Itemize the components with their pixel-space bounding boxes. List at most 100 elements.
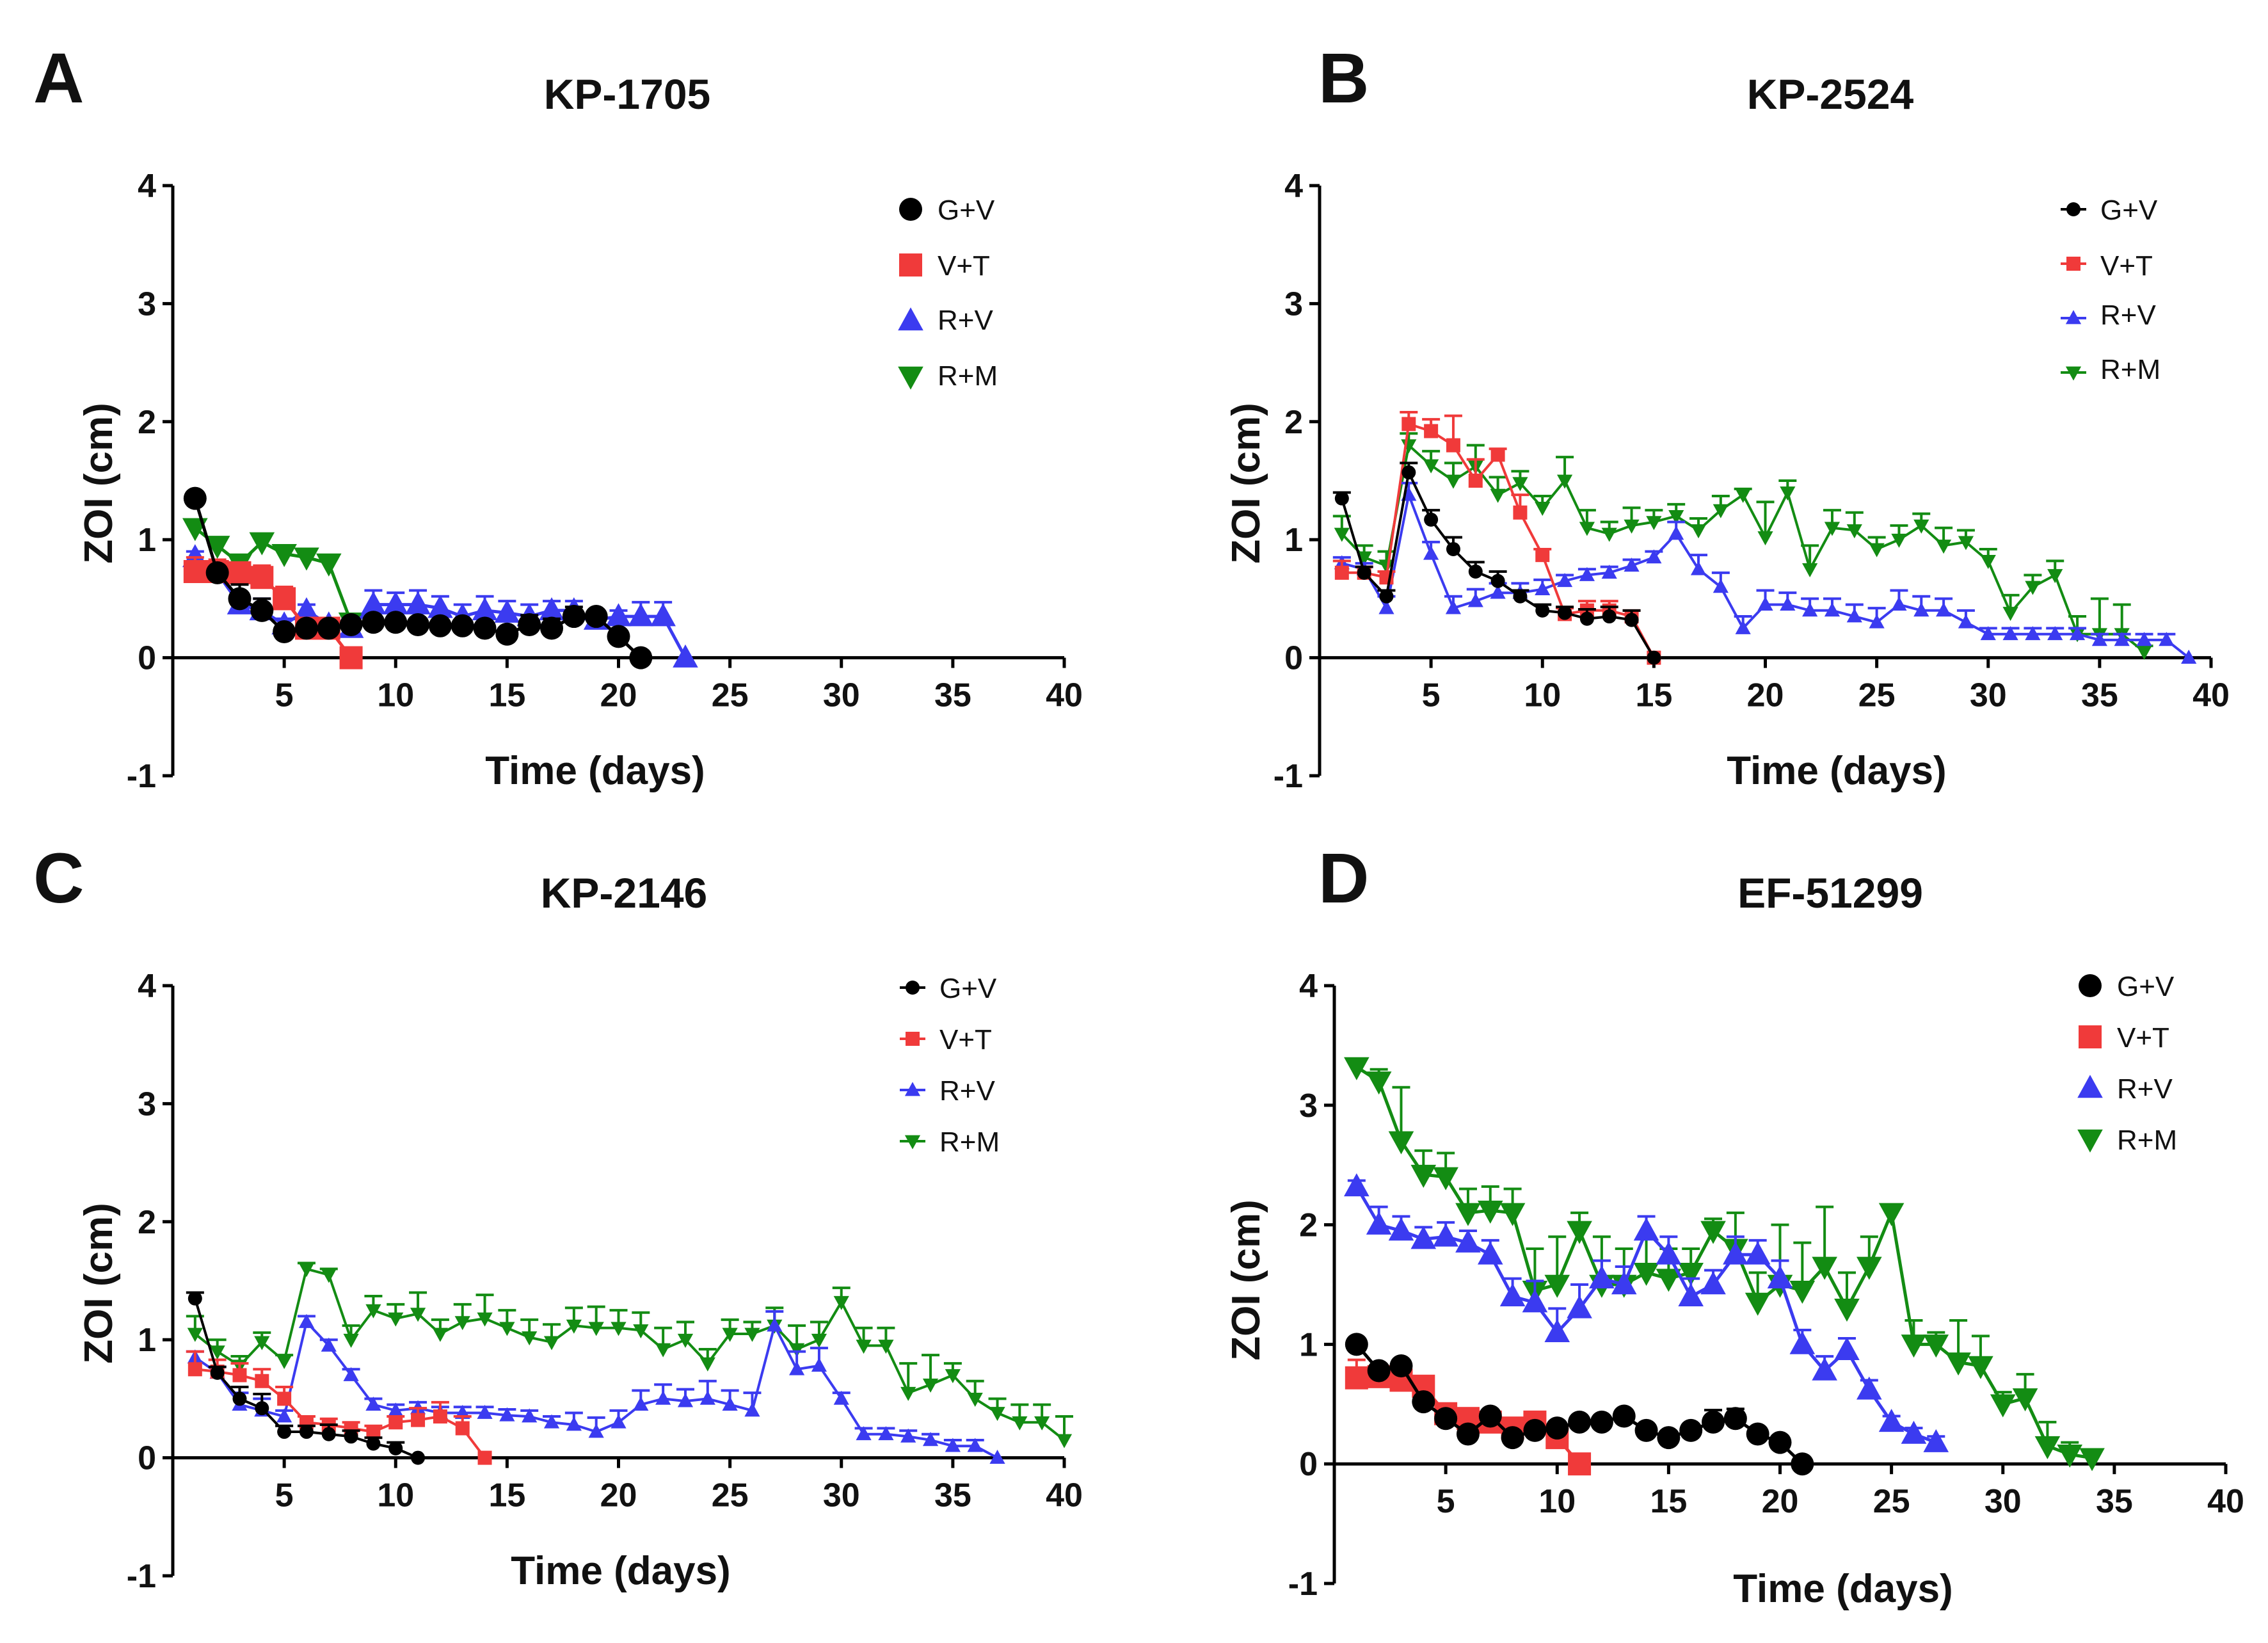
data-point bbox=[1423, 545, 1439, 560]
data-point bbox=[427, 595, 453, 618]
series-r-m bbox=[1344, 1057, 2105, 1471]
data-point bbox=[1812, 1256, 1837, 1280]
x-tick-label: 10 bbox=[1524, 677, 1561, 714]
data-point bbox=[1345, 1366, 1368, 1390]
data-point bbox=[1834, 1337, 1860, 1361]
data-point bbox=[1768, 1431, 1792, 1454]
series-g-v bbox=[1345, 1333, 1814, 1476]
data-point bbox=[789, 1343, 805, 1358]
data-point bbox=[2057, 1444, 2083, 1468]
data-point bbox=[1923, 1429, 1949, 1452]
data-point bbox=[2136, 632, 2152, 646]
data-point bbox=[1402, 465, 1416, 480]
y-tick-label: 4 bbox=[138, 968, 156, 1005]
data-point bbox=[967, 1393, 983, 1407]
data-point bbox=[2002, 626, 2018, 641]
x-tick-label: 20 bbox=[600, 1477, 637, 1514]
data-point bbox=[1535, 548, 1550, 563]
data-point bbox=[1455, 1203, 1481, 1226]
data-point bbox=[878, 1340, 894, 1354]
data-point bbox=[1633, 1263, 1659, 1286]
data-point bbox=[588, 1423, 604, 1438]
data-point bbox=[1679, 1418, 1703, 1442]
data-point bbox=[384, 611, 408, 634]
x-tick-label: 40 bbox=[2192, 677, 2230, 714]
y-tick-label: 0 bbox=[1284, 640, 1303, 677]
data-point bbox=[477, 1404, 493, 1419]
data-point bbox=[1535, 603, 1550, 618]
data-point bbox=[1388, 1217, 1414, 1241]
x-tick-label: 10 bbox=[1538, 1483, 1576, 1520]
data-point bbox=[365, 1396, 381, 1411]
data-point bbox=[2034, 1436, 2061, 1459]
data-point bbox=[388, 1402, 404, 1417]
data-point bbox=[699, 1357, 715, 1372]
data-point bbox=[1445, 474, 1462, 489]
legend-marker-g-v bbox=[2079, 974, 2102, 997]
y-tick-label: 1 bbox=[1299, 1326, 1318, 1363]
y-tick-label: 2 bbox=[1284, 404, 1303, 441]
data-point bbox=[204, 536, 230, 559]
data-point bbox=[722, 1396, 738, 1411]
data-point bbox=[1668, 525, 1684, 540]
y-tick-label: 3 bbox=[1299, 1087, 1318, 1125]
data-point bbox=[1579, 611, 1594, 626]
y-tick-label: 3 bbox=[138, 285, 156, 323]
data-point bbox=[1467, 593, 1483, 607]
data-point bbox=[922, 1432, 939, 1447]
y-tick-label: 4 bbox=[1299, 968, 1318, 1005]
data-point bbox=[1357, 565, 1371, 580]
data-point bbox=[588, 1322, 604, 1336]
data-point bbox=[1789, 1281, 1816, 1304]
data-point bbox=[1891, 533, 1907, 548]
legend-marker-r-v bbox=[2077, 1075, 2103, 1098]
data-point bbox=[1410, 1226, 1437, 1249]
data-point bbox=[628, 603, 654, 627]
data-point bbox=[1556, 474, 1573, 489]
data-point bbox=[1490, 447, 1505, 462]
data-point bbox=[366, 1436, 381, 1451]
data-point bbox=[1913, 519, 1929, 534]
panel-d: D EF-51299 Time (days) ZOI (cm) G+V V+T … bbox=[1224, 839, 2244, 1611]
y-tick-label: 1 bbox=[138, 1322, 156, 1359]
data-point bbox=[1499, 1203, 1526, 1226]
data-point bbox=[1523, 1418, 1547, 1442]
data-point bbox=[339, 646, 363, 669]
data-point bbox=[388, 1312, 404, 1327]
data-point bbox=[1611, 1271, 1637, 1295]
data-point bbox=[1780, 596, 1796, 611]
data-point bbox=[294, 616, 318, 640]
data-point bbox=[472, 597, 498, 621]
data-point bbox=[410, 1308, 426, 1322]
legend-c: G+V V+T R+V R+M bbox=[939, 973, 1000, 1158]
y-tick-label: 4 bbox=[138, 168, 156, 205]
data-point bbox=[1424, 512, 1439, 527]
data-point bbox=[1869, 543, 1885, 557]
legend-label-v-t: V+T bbox=[2117, 1022, 2169, 1054]
data-point bbox=[1891, 596, 1907, 611]
legend-label-r-m: R+M bbox=[939, 1126, 1000, 1158]
data-point bbox=[1334, 565, 1349, 580]
y-tick-label: 2 bbox=[138, 404, 156, 441]
x-axis-title-a: Time (days) bbox=[485, 749, 705, 793]
series-g-v bbox=[183, 486, 653, 669]
data-point bbox=[767, 1317, 783, 1332]
legend-marker-v-t bbox=[2066, 257, 2080, 271]
data-point bbox=[1913, 602, 1929, 617]
data-point bbox=[454, 1316, 470, 1331]
data-point bbox=[1646, 549, 1662, 564]
data-point bbox=[1757, 531, 1773, 546]
series-line bbox=[194, 1267, 1066, 1441]
x-tick-label: 5 bbox=[275, 677, 294, 714]
data-point bbox=[228, 587, 252, 611]
data-point bbox=[477, 1450, 492, 1465]
data-point bbox=[1857, 1376, 1882, 1400]
series-v-t bbox=[1332, 411, 1661, 665]
data-point bbox=[1901, 1334, 1927, 1358]
data-point bbox=[1558, 605, 1572, 620]
data-point bbox=[566, 1319, 582, 1334]
data-point bbox=[273, 587, 296, 611]
x-tick-label: 25 bbox=[1858, 677, 1896, 714]
data-point bbox=[518, 613, 541, 636]
